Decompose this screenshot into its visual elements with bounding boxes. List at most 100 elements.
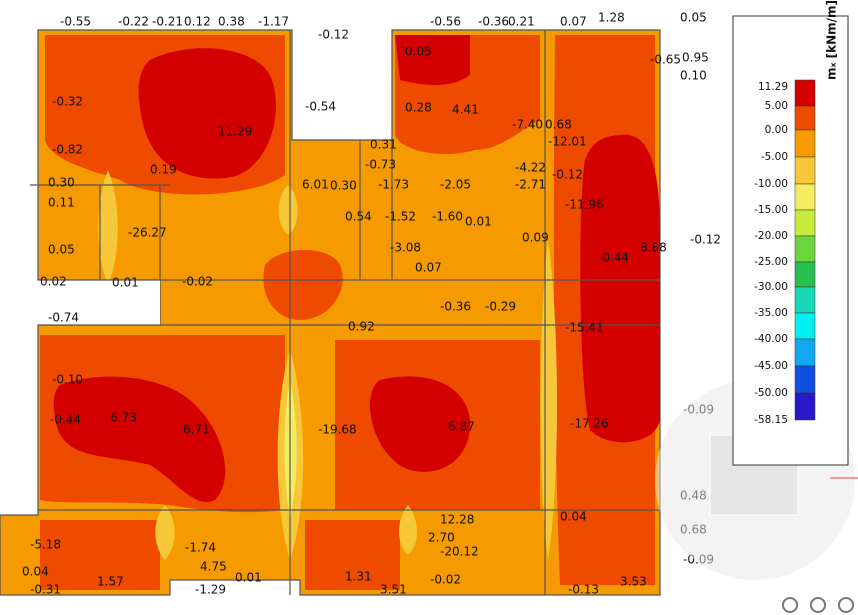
value-label: -0.21: [152, 15, 183, 29]
legend-level: -20.00: [754, 230, 788, 242]
value-label: 0.68: [545, 118, 572, 132]
value-label: -12.01: [548, 135, 587, 149]
value-label: 1.31: [345, 570, 372, 584]
value-label: -0.12: [318, 28, 349, 42]
value-label: -11.96: [565, 198, 604, 212]
value-label: 2.70: [428, 531, 455, 545]
value-label: -19.68: [318, 423, 357, 437]
value-label: 4.75: [200, 560, 227, 574]
value-label: 6.73: [110, 411, 137, 425]
value-label: 0.30: [48, 176, 75, 190]
value-label: -0.31: [30, 583, 61, 597]
value-label: -0.44: [598, 251, 629, 265]
legend-swatch: [794, 392, 816, 421]
value-label: -1.52: [385, 210, 416, 224]
legend-level: -40.00: [754, 333, 788, 345]
tool-icon[interactable]: [810, 597, 826, 613]
value-label: 11.29: [218, 125, 252, 139]
tool-icon[interactable]: [838, 597, 854, 613]
value-label: 0.01: [465, 215, 492, 229]
value-label: 0.38: [218, 15, 245, 29]
legend-swatch: [794, 183, 816, 211]
value-label: -1.17: [258, 15, 289, 29]
zone: [40, 520, 160, 590]
value-label: 0.09: [522, 231, 549, 245]
legend-level: -45.00: [754, 360, 788, 372]
zone: [580, 134, 660, 443]
zone: [98, 170, 118, 285]
legend-swatch: [794, 129, 816, 158]
legend-level: 5.00: [765, 100, 788, 112]
value-label: 1.57: [97, 575, 124, 589]
value-label: 0.31: [370, 138, 397, 152]
value-label: 0.11: [48, 196, 75, 210]
legend-level: -35.00: [754, 307, 788, 319]
legend-level: -5.00: [761, 151, 788, 163]
value-label: 3.53: [620, 575, 647, 589]
legend-box: [732, 15, 849, 466]
value-label: 0.12: [184, 15, 211, 29]
legend-items: 11.29 5.00 0.00 -5.00 -10.00 -15.00 -20.00 -25.…: [754, 79, 816, 426]
value-label: -0.13: [568, 583, 599, 597]
zone: [138, 48, 276, 179]
value-label: -0.02: [182, 275, 213, 289]
legend-level: -15.00: [754, 204, 788, 216]
value-label: -26.27: [128, 226, 167, 240]
value-label: -0.74: [48, 311, 79, 325]
value-label: -0.12: [552, 168, 583, 182]
value-label: 0.05: [48, 243, 75, 257]
legend: mₓ [kNm/m] 11.29 5.00 0.00 -5.00 -10.00 -15.0…: [732, 0, 849, 466]
value-label: 0.95: [682, 51, 709, 65]
value-label: -0.82: [52, 143, 83, 157]
value-label: -17.26: [570, 417, 609, 431]
value-label: 0.21: [508, 15, 535, 29]
legend-level: -10.00: [754, 178, 788, 190]
value-label: 0.04: [22, 565, 49, 579]
value-label: 6.01: [302, 178, 329, 192]
value-label: 0.30: [330, 179, 357, 193]
value-label: -1.60: [432, 210, 463, 224]
value-label: 0.92: [348, 320, 375, 334]
legend-swatch: [794, 286, 816, 314]
value-label: -3.08: [390, 241, 421, 255]
labels: -0.55 -0.22 -0.21 0.12 0.38 -1.17 -0.12 -0.56 -0…: [22, 11, 721, 597]
zone: [263, 250, 343, 320]
legend-swatch: [794, 312, 816, 340]
toolbar: [782, 597, 854, 613]
value-label: -4.22: [515, 161, 546, 175]
value-label: -1.29: [195, 583, 226, 597]
value-label: 0.01: [235, 571, 262, 585]
value-label: -0.32: [52, 95, 83, 109]
tool-icon[interactable]: [782, 597, 798, 613]
value-label: -1.73: [378, 178, 409, 192]
zone: [305, 520, 400, 590]
value-label: 0.28: [405, 101, 432, 115]
legend-swatch: [794, 209, 816, 237]
legend-swatch: [794, 156, 816, 185]
legend-swatch: [794, 261, 816, 288]
zone: [369, 376, 471, 472]
value-label: -0.55: [60, 15, 91, 29]
value-label: 0.10: [680, 69, 707, 83]
value-label: 3.51: [380, 583, 407, 597]
legend-swatch: [794, 105, 816, 131]
value-label: 1.28: [598, 11, 625, 25]
value-label: 4.41: [452, 103, 479, 117]
value-label: 8.88: [640, 241, 667, 255]
value-label: -20.12: [440, 545, 479, 559]
value-label: 0.02: [40, 275, 67, 289]
value-label: 0.01: [112, 276, 139, 290]
value-label: -0.10: [52, 373, 83, 387]
value-label: -0.54: [305, 100, 336, 114]
value-label: -0.29: [485, 300, 516, 314]
value-label: 0.05: [680, 11, 707, 25]
value-label: -15.41: [565, 321, 604, 335]
value-label: -0.22: [118, 15, 149, 29]
value-label: -1.74: [185, 541, 216, 555]
value-label: -0.44: [50, 413, 81, 427]
zone: [53, 376, 226, 502]
value-label: -0.02: [430, 573, 461, 587]
value-label: -2.71: [515, 178, 546, 192]
